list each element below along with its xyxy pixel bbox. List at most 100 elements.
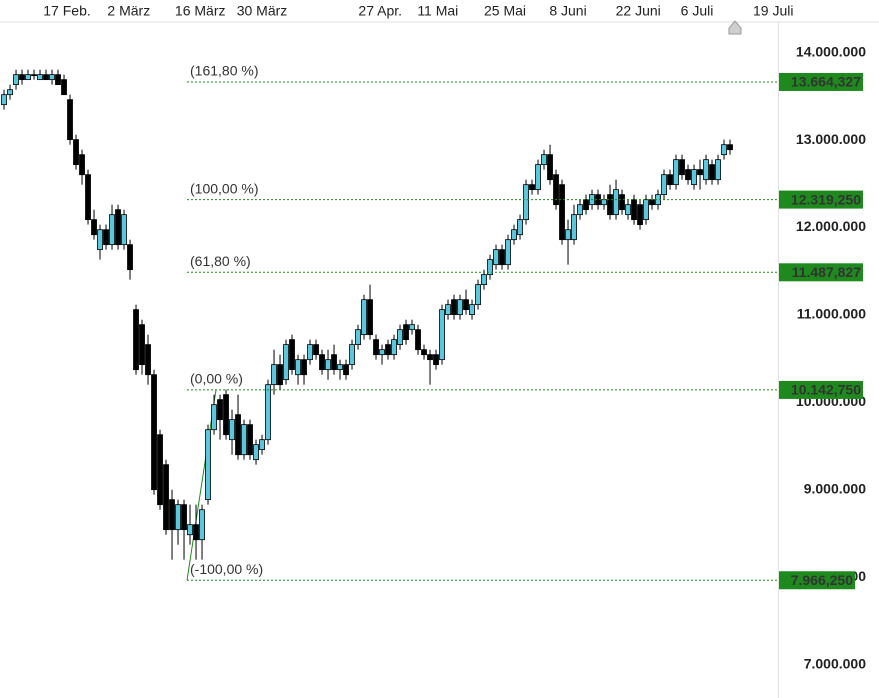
candle-body bbox=[469, 304, 475, 316]
candle bbox=[295, 354, 301, 385]
scroll-marker[interactable] bbox=[728, 20, 742, 35]
candle bbox=[409, 319, 415, 335]
candle-body bbox=[613, 189, 619, 216]
candle-body bbox=[697, 169, 703, 176]
x-tick-label: 19 Juli bbox=[753, 3, 793, 19]
candle-body bbox=[343, 364, 349, 376]
candle-body bbox=[349, 344, 355, 366]
candle-body bbox=[325, 359, 331, 371]
candle bbox=[7, 84, 13, 100]
candle bbox=[385, 339, 391, 360]
candle-body bbox=[61, 79, 67, 96]
candle bbox=[313, 339, 319, 360]
candle bbox=[463, 289, 469, 315]
candle bbox=[79, 149, 85, 185]
candle bbox=[697, 159, 703, 190]
fib-level-name: (100,00 %) bbox=[190, 180, 258, 196]
candle-body bbox=[505, 239, 511, 266]
candle bbox=[541, 149, 547, 170]
candle bbox=[37, 69, 43, 81]
candle bbox=[85, 169, 91, 225]
x-tick-label: 16 März bbox=[175, 3, 226, 19]
candle-body bbox=[571, 214, 577, 241]
candle bbox=[91, 209, 97, 240]
candle-body bbox=[433, 354, 439, 366]
candle-body bbox=[307, 344, 313, 361]
fib-value-tag bbox=[779, 571, 855, 590]
candle bbox=[619, 189, 625, 215]
candle bbox=[121, 209, 127, 250]
candle bbox=[535, 159, 541, 195]
candle-body bbox=[409, 324, 415, 331]
fib-value-label: 12.319,250 bbox=[791, 191, 861, 207]
candle-body bbox=[619, 194, 625, 211]
candle-body bbox=[727, 144, 733, 151]
candle-body bbox=[553, 174, 559, 206]
candle-body bbox=[517, 219, 523, 236]
candle bbox=[583, 194, 589, 215]
candle-body bbox=[253, 444, 259, 461]
candle bbox=[259, 434, 265, 455]
candle bbox=[103, 224, 109, 250]
candle bbox=[553, 169, 559, 210]
candle bbox=[361, 294, 367, 340]
candle-body bbox=[427, 354, 433, 361]
candle bbox=[307, 339, 313, 365]
candle-body bbox=[121, 214, 127, 246]
candle-body bbox=[559, 184, 565, 241]
candle bbox=[709, 159, 715, 185]
candle bbox=[211, 394, 217, 435]
candle-body bbox=[145, 344, 151, 376]
candle-body bbox=[637, 204, 643, 226]
candle bbox=[151, 369, 157, 495]
candle-body bbox=[199, 509, 205, 541]
candle bbox=[181, 499, 187, 560]
candle bbox=[523, 179, 529, 225]
candle bbox=[139, 319, 145, 375]
candle bbox=[19, 69, 25, 85]
candle bbox=[13, 69, 19, 90]
candle bbox=[451, 294, 457, 320]
candle bbox=[667, 169, 673, 190]
candle bbox=[679, 154, 685, 180]
y-tick-label: 7.000.000 bbox=[804, 655, 866, 671]
x-tick-label: 6 Juli bbox=[681, 3, 714, 19]
x-tick-label: 11 Mai bbox=[417, 3, 458, 19]
x-tick-label: 30 März bbox=[237, 3, 288, 19]
y-tick-label: 14.000.000 bbox=[796, 43, 866, 59]
fib-value-tag bbox=[779, 263, 863, 282]
candle bbox=[43, 69, 49, 81]
candle bbox=[499, 244, 505, 270]
candle bbox=[343, 359, 349, 380]
candle bbox=[421, 344, 427, 360]
candle-body bbox=[493, 249, 499, 266]
candle-body bbox=[535, 164, 541, 191]
candle-body bbox=[607, 194, 613, 216]
candle-body bbox=[169, 499, 175, 531]
candle bbox=[193, 504, 199, 560]
y-tick-label: 13.000.000 bbox=[796, 131, 866, 147]
candle-body bbox=[385, 344, 391, 356]
candle bbox=[529, 179, 535, 195]
candle bbox=[133, 304, 139, 375]
candle-body bbox=[271, 364, 277, 386]
candle bbox=[511, 224, 517, 245]
candle-body bbox=[265, 384, 271, 441]
x-tick-label: 22 Juni bbox=[616, 3, 661, 19]
candle bbox=[373, 334, 379, 360]
candle-body bbox=[139, 324, 145, 366]
candle-body bbox=[529, 184, 535, 191]
candle-body bbox=[685, 169, 691, 181]
candle-body bbox=[175, 504, 181, 531]
candle-body bbox=[127, 244, 133, 271]
candle bbox=[109, 204, 115, 250]
candle bbox=[145, 334, 151, 385]
fib-level-name: (0,00 %) bbox=[190, 371, 243, 387]
x-tick-label: 2 März bbox=[107, 3, 150, 19]
candle-body bbox=[361, 299, 367, 336]
candle bbox=[331, 344, 337, 375]
candle-body bbox=[283, 344, 289, 381]
fib-value-label: 11.487,827 bbox=[792, 264, 862, 280]
candle-body bbox=[217, 399, 223, 421]
